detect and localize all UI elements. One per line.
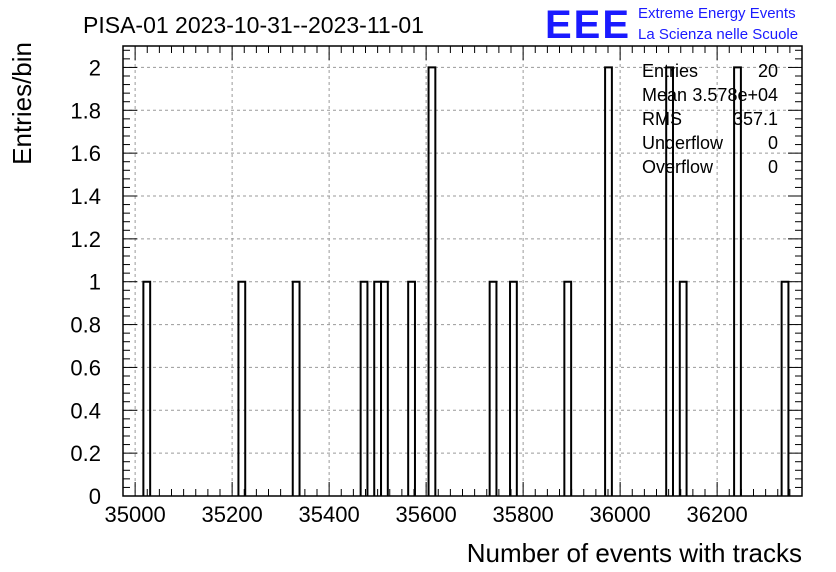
- histogram-bar: [237, 280, 247, 496]
- stats-value: 0: [768, 157, 778, 177]
- y-tick-label: 1: [89, 270, 101, 295]
- y-tick-label: 0.8: [70, 313, 101, 338]
- y-tick-label: 1.4: [70, 184, 101, 209]
- plot-border: [122, 45, 803, 497]
- stats-value: 357.1: [733, 109, 778, 129]
- y-tick-label: 0.2: [70, 441, 101, 466]
- tick-labels: 35000 35200 35400 35600 35800 36000 36200 0 0.2 0…: [70, 55, 747, 527]
- histogram-bar: [780, 280, 790, 496]
- x-tick-label: 36000: [590, 502, 651, 527]
- y-tick-label: 1.2: [70, 227, 101, 252]
- stats-box: Entries 20 Mean 3.578e+04 RMS 357.1 Underflow 0…: [642, 61, 778, 177]
- histogram-bar: [665, 66, 674, 496]
- stats-value: 20: [758, 61, 778, 81]
- logo-mark: EEE: [545, 3, 631, 47]
- axis-ticks: [122, 46, 803, 497]
- stats-label: Underflow: [642, 133, 724, 153]
- x-tick-label: 35800: [493, 502, 554, 527]
- histogram-bar: [380, 280, 389, 496]
- y-tick-label: 1.8: [70, 98, 101, 123]
- stats-label: Mean: [642, 85, 687, 105]
- y-tick-label: 2: [89, 55, 101, 80]
- stats-value: 0: [768, 133, 778, 153]
- y-tick-label: 0: [89, 484, 101, 509]
- y-tick-label: 1.6: [70, 141, 101, 166]
- histogram-bar: [291, 280, 301, 496]
- histogram-bars: [142, 66, 790, 496]
- histogram-bar: [678, 280, 688, 496]
- stats-label: Overflow: [642, 157, 714, 177]
- logo-line-1: Extreme Energy Events: [638, 5, 796, 22]
- logo-line-2: La Scienza nelle Scuole: [638, 26, 798, 43]
- histogram-bar: [604, 66, 613, 496]
- y-tick-label: 0.4: [70, 398, 101, 423]
- histogram-bar: [427, 66, 437, 496]
- stats-label: RMS: [642, 109, 682, 129]
- x-tick-label: 35400: [299, 502, 360, 527]
- histogram-bar: [373, 280, 383, 496]
- chart-title: PISA-01 2023-10-31--2023-11-01: [83, 12, 424, 38]
- grid-lines: [123, 46, 802, 496]
- histogram-bar: [359, 280, 369, 496]
- plot-frame: [122, 45, 803, 497]
- stats-label: Entries: [642, 61, 698, 81]
- x-tick-label: 36200: [687, 502, 748, 527]
- stats-value: 3.578e+04: [692, 85, 778, 105]
- histogram-bar: [142, 280, 152, 496]
- eee-logo: EEE Extreme Energy Events La Scienza nel…: [545, 3, 798, 47]
- histogram-bar: [488, 280, 498, 496]
- x-axis-label: Number of events with tracks: [467, 538, 802, 568]
- x-tick-label: 35000: [105, 502, 166, 527]
- histogram-bar: [563, 280, 573, 496]
- histogram-bar: [733, 66, 742, 496]
- histogram-bar: [407, 280, 416, 496]
- y-tick-label: 0.6: [70, 355, 101, 380]
- x-tick-label: 35200: [202, 502, 263, 527]
- x-tick-label: 35600: [396, 502, 457, 527]
- histogram-bar: [509, 280, 518, 496]
- y-axis-label: Entries/bin: [7, 42, 37, 165]
